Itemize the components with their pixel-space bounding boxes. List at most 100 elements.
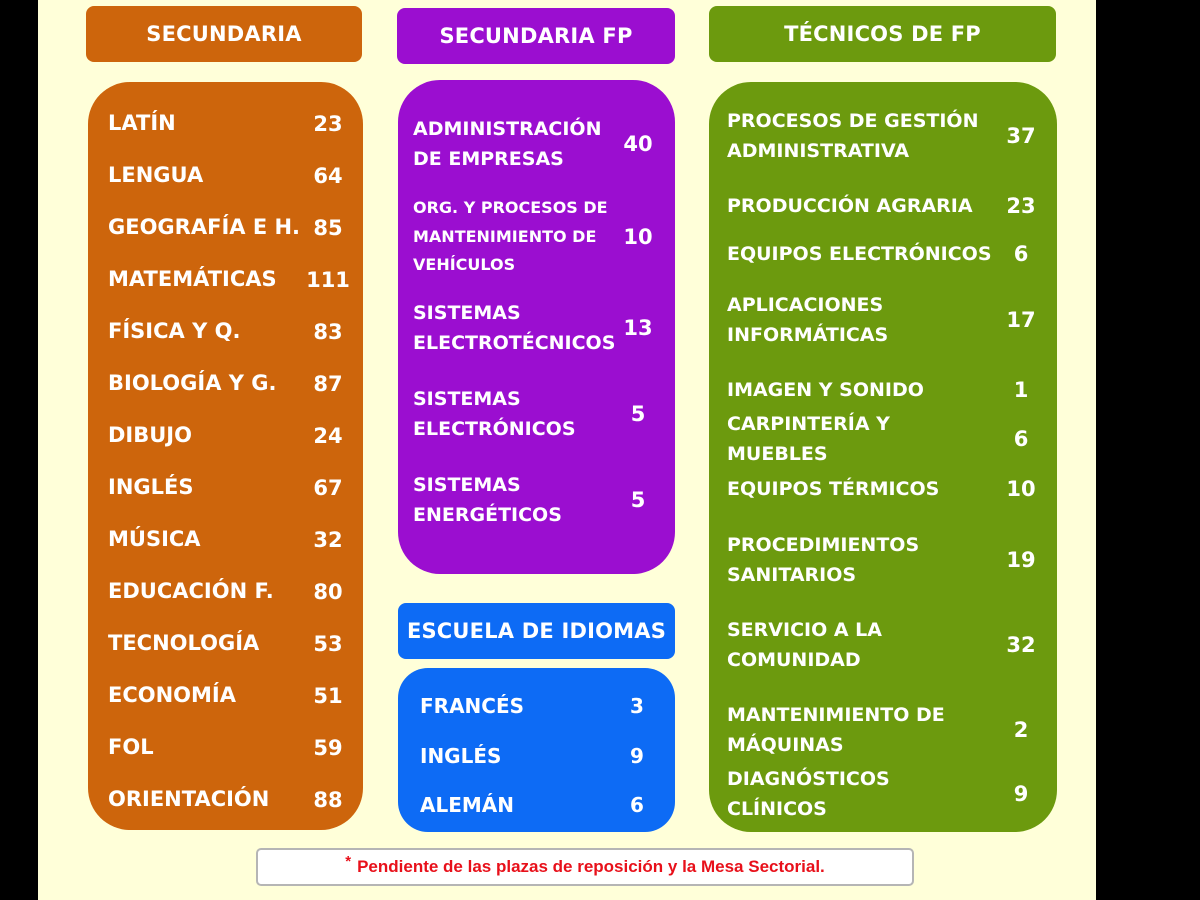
item-value: 111 [306,268,350,292]
footnote-text: Pendiente de las plazas de reposición y … [357,857,825,876]
item-label: SISTEMAS ELECTRÓNICOS [413,387,576,440]
item-value: 87 [313,372,343,396]
item-label: MATEMÁTICAS [108,267,277,292]
secundaria-fp-panel: ADMINISTRACIÓN DE EMPRESAS 40 ORG. Y PROC… [398,80,675,574]
item-label: GEOGRAFÍA E H. [108,215,301,240]
item-label: PROCEDIMIENTOS SANITARIOS [727,533,920,586]
item-value: 9 [630,744,644,768]
list-item: FÍSICA Y Q. 83 [108,312,353,352]
escuela-idiomas-panel: FRANCÉS 3 INGLÉS 9 ALEMÁN 6 [398,668,675,832]
escuela-idiomas-header-label: ESCUELA DE IDIOMAS [406,619,667,643]
list-item: APLICACIONES INFORMÁTICAS 17 [727,284,1039,356]
item-value: 23 [1006,194,1036,218]
item-label: EDUCACIÓN F. [108,579,274,604]
item-label: ALEMÁN [420,793,515,817]
item-value: 3 [630,694,644,718]
item-value: 9 [1013,782,1029,806]
item-value: 6 [1013,242,1029,266]
item-label: EQUIPOS TÉRMICOS [727,477,940,500]
list-item: ORG. Y PROCESOS DE MANTENIMIENTO DE VEHÍ… [413,192,658,282]
list-item: SISTEMAS ENERGÉTICOS 5 [413,462,658,538]
list-item: SERVICIO A LA COMUNIDAD 32 [727,609,1039,681]
item-value: 59 [313,736,343,760]
item-value: 37 [1006,124,1036,148]
item-label: MÚSICA [108,527,201,552]
item-label: FOL [108,735,154,760]
list-item: GEOGRAFÍA E H. 85 [108,208,353,248]
secundaria-fp-header-label: SECUNDARIA FP [439,24,633,48]
item-value: 17 [1006,308,1036,332]
list-item: CARPINTERÍA Y MUEBLES 6 [727,413,1039,465]
item-label: ADMINISTRACIÓN DE EMPRESAS [413,117,602,170]
list-item: EDUCACIÓN F. 80 [108,572,353,612]
list-item: FOL 59 [108,728,353,768]
item-label: TECNOLOGÍA [108,631,260,656]
item-label: APLICACIONES INFORMÁTICAS [727,293,889,346]
item-label: DIAGNÓSTICOS CLÍNICOS [727,767,890,820]
item-value: 10 [623,225,653,249]
tecnicos-fp-panel: PROCESOS DE GESTIÓN ADMINISTRATIVA 37 PRO… [709,82,1057,832]
secundaria-panel: LATÍN 23 LENGUA 64 GEOGRAFÍA E H. 85 MATEMÁ… [88,82,363,830]
item-label: CARPINTERÍA Y MUEBLES [727,412,890,465]
tecnicos-fp-header-label: TÉCNICOS DE FP [784,22,981,46]
item-label: ECONOMÍA [108,683,236,708]
item-label: ORG. Y PROCESOS DE MANTENIMIENTO DE VEHÍ… [413,197,608,275]
item-value: 23 [313,112,343,136]
item-value: 88 [313,788,343,812]
list-item: DIAGNÓSTICOS CLÍNICOS 9 [727,768,1039,820]
item-value: 64 [313,164,343,188]
list-item: ADMINISTRACIÓN DE EMPRESAS 40 [413,106,658,182]
list-item: ECONOMÍA 51 [108,676,353,716]
item-value: 2 [1013,718,1029,742]
list-item: MATEMÁTICAS 111 [108,260,353,300]
list-item: PROCEDIMIENTOS SANITARIOS 19 [727,524,1039,596]
item-value: 6 [1013,427,1029,451]
list-item: INGLÉS 9 [420,738,652,774]
item-label: DIBUJO [108,423,192,448]
item-label: SISTEMAS ELECTROTÉCNICOS [413,301,616,354]
list-item: INGLÉS 67 [108,468,353,508]
tecnicos-fp-header: TÉCNICOS DE FP [709,6,1056,62]
item-value: 13 [623,316,653,340]
list-item: MÚSICA 32 [108,520,353,560]
item-value: 32 [1006,633,1036,657]
item-value: 40 [623,132,653,156]
list-item: EQUIPOS TÉRMICOS 10 [727,467,1039,511]
list-item: MANTENIMIENTO DE MÁQUINAS 2 [727,694,1039,766]
list-item: PROCESOS DE GESTIÓN ADMINISTRATIVA 37 [727,100,1039,172]
item-label: PROCESOS DE GESTIÓN ADMINISTRATIVA [727,109,979,162]
item-value: 24 [313,424,343,448]
item-label: PRODUCCIÓN AGRARIA [727,194,973,217]
list-item: LENGUA 64 [108,156,353,196]
item-value: 32 [313,528,343,552]
escuela-idiomas-header: ESCUELA DE IDIOMAS [398,603,675,659]
list-item: LATÍN 23 [108,104,353,144]
infographic: SECUNDARIA LATÍN 23 LENGUA 64 GEOGRAFÍA E … [38,0,1096,900]
item-label: INGLÉS [420,744,502,768]
secundaria-fp-header: SECUNDARIA FP [397,8,675,64]
list-item: SISTEMAS ELECTRÓNICOS 5 [413,376,658,452]
item-label: IMAGEN Y SONIDO [727,378,924,401]
list-item: SISTEMAS ELECTROTÉCNICOS 13 [413,290,658,366]
item-label: LATÍN [108,111,176,136]
item-label: INGLÉS [108,475,194,500]
item-value: 6 [630,793,644,817]
item-label: SISTEMAS ENERGÉTICOS [413,473,562,526]
item-label: FRANCÉS [420,694,525,718]
list-item: TECNOLOGÍA 53 [108,624,353,664]
item-value: 10 [1006,477,1036,501]
item-label: FÍSICA Y Q. [108,319,241,344]
item-label: BIOLOGÍA Y G. [108,371,277,396]
list-item: PRODUCCIÓN AGRARIA 23 [727,184,1039,228]
footnote-marker: * [345,852,352,870]
item-value: 5 [630,402,646,426]
secundaria-header: SECUNDARIA [86,6,362,62]
list-item: IMAGEN Y SONIDO 1 [727,368,1039,412]
item-label: MANTENIMIENTO DE MÁQUINAS [727,703,945,756]
item-value: 67 [313,476,343,500]
item-value: 19 [1006,548,1036,572]
list-item: DIBUJO 24 [108,416,353,456]
item-value: 85 [313,216,343,240]
item-value: 53 [313,632,343,656]
item-value: 1 [1013,378,1029,402]
